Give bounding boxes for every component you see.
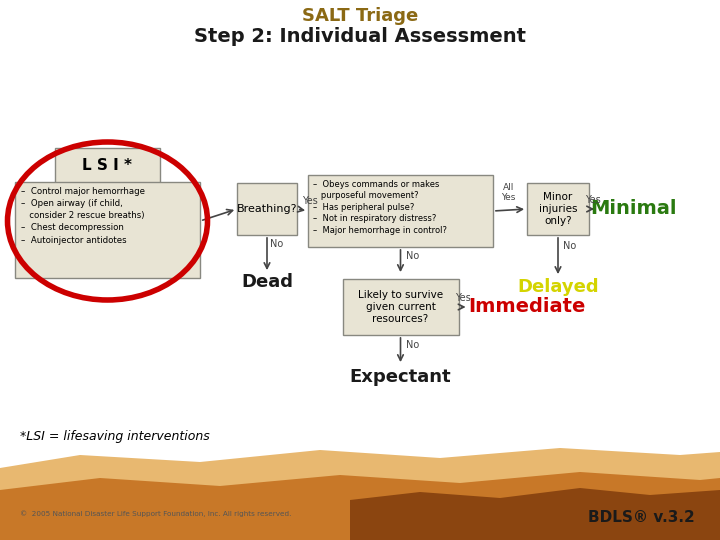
Text: All
Yes: All Yes <box>501 183 516 202</box>
Text: Minimal: Minimal <box>590 199 678 219</box>
Text: No: No <box>563 241 577 251</box>
Text: No: No <box>406 340 419 350</box>
Text: Immediate: Immediate <box>468 298 585 316</box>
Text: Yes: Yes <box>302 196 318 206</box>
Text: Delayed: Delayed <box>517 278 599 296</box>
Polygon shape <box>350 488 720 540</box>
FancyBboxPatch shape <box>527 183 589 235</box>
Text: Step 2: Individual Assessment: Step 2: Individual Assessment <box>194 26 526 45</box>
Text: Dead: Dead <box>241 273 293 291</box>
FancyBboxPatch shape <box>15 182 200 278</box>
Text: Minor
injuries
only?: Minor injuries only? <box>539 192 577 226</box>
Polygon shape <box>0 448 720 540</box>
Text: Yes: Yes <box>585 195 601 205</box>
FancyBboxPatch shape <box>55 148 160 183</box>
Polygon shape <box>0 472 720 540</box>
Text: SALT Triage: SALT Triage <box>302 7 418 25</box>
Text: *LSI = lifesaving interventions: *LSI = lifesaving interventions <box>20 430 210 443</box>
Text: L S I *: L S I * <box>83 158 132 173</box>
Text: Expectant: Expectant <box>350 368 451 386</box>
Text: Breathing?: Breathing? <box>237 204 297 214</box>
Text: No: No <box>271 239 284 249</box>
Text: BDLS® v.3.2: BDLS® v.3.2 <box>588 510 695 525</box>
Text: Likely to survive
given current
resources?: Likely to survive given current resource… <box>358 291 443 323</box>
Text: ©  2005 National Disaster Life Support Foundation, Inc. All rights reserved.: © 2005 National Disaster Life Support Fo… <box>20 510 292 517</box>
FancyBboxPatch shape <box>308 175 493 247</box>
Text: No: No <box>406 251 419 261</box>
Text: –  Control major hemorrhage
–  Open airway (if child,
   consider 2 rescue breat: – Control major hemorrhage – Open airway… <box>21 187 145 245</box>
FancyBboxPatch shape <box>237 183 297 235</box>
FancyBboxPatch shape <box>343 279 459 335</box>
Text: –  Obeys commands or makes
   purposeful movement?
–  Has peripheral pulse?
–  N: – Obeys commands or makes purposeful mov… <box>313 180 447 235</box>
Text: Yes: Yes <box>454 293 470 303</box>
